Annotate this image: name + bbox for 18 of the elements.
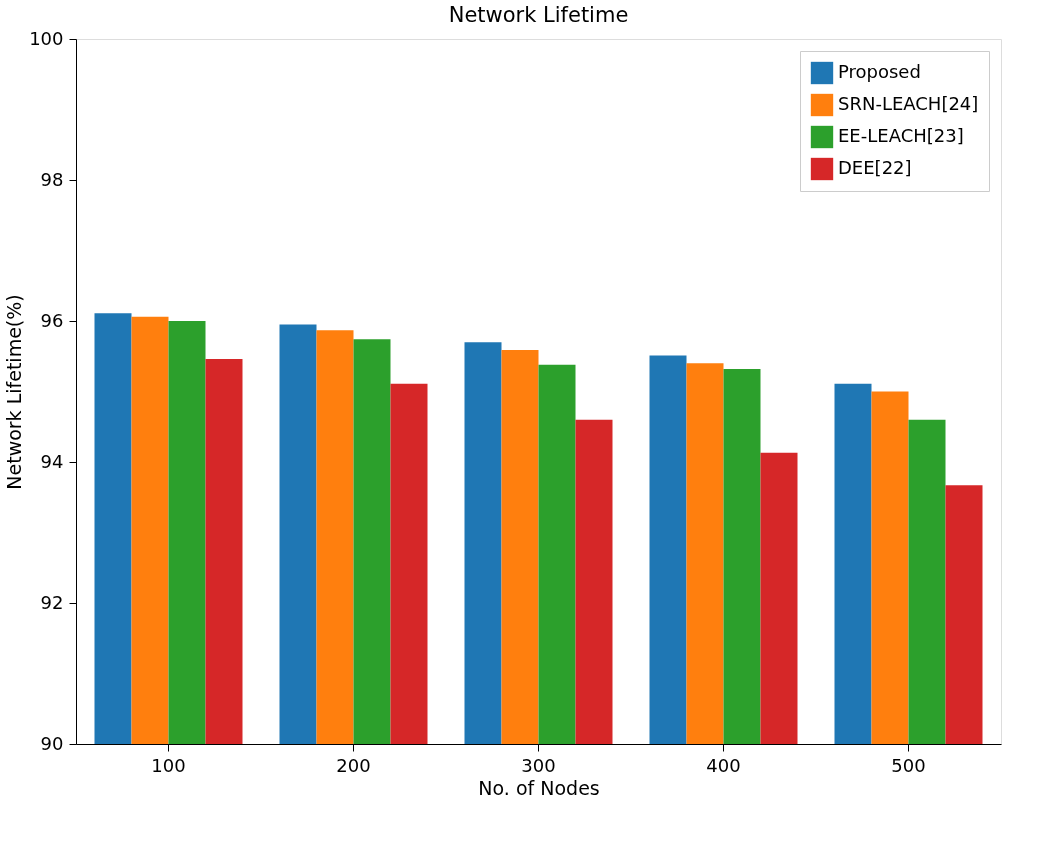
y-tick-label: 96: [40, 309, 64, 331]
x-tick-label: 100: [151, 754, 186, 776]
y-tick-label: 92: [40, 591, 64, 613]
legend-label: EE-LEACH[23]: [838, 125, 964, 146]
x-tick-label: 500: [891, 754, 926, 776]
x-tick-label: 300: [521, 754, 556, 776]
x-tick-label: 200: [336, 754, 371, 776]
legend-label: SRN-LEACH[24]: [838, 93, 979, 114]
y-tick-label: 90: [40, 732, 64, 754]
x-tick-label: 400: [706, 754, 741, 776]
y-tick-label: 98: [40, 168, 64, 190]
chart-title: Network Lifetime: [448, 3, 629, 27]
legend-label: Proposed: [838, 61, 921, 82]
y-tick-label: 94: [40, 450, 64, 472]
legend-label: DEE[22]: [838, 157, 912, 178]
x-axis-title: No. of Nodes: [478, 776, 600, 799]
y-axis-title: Network Lifetime(%): [3, 294, 26, 490]
y-tick-label: 100: [29, 27, 64, 49]
